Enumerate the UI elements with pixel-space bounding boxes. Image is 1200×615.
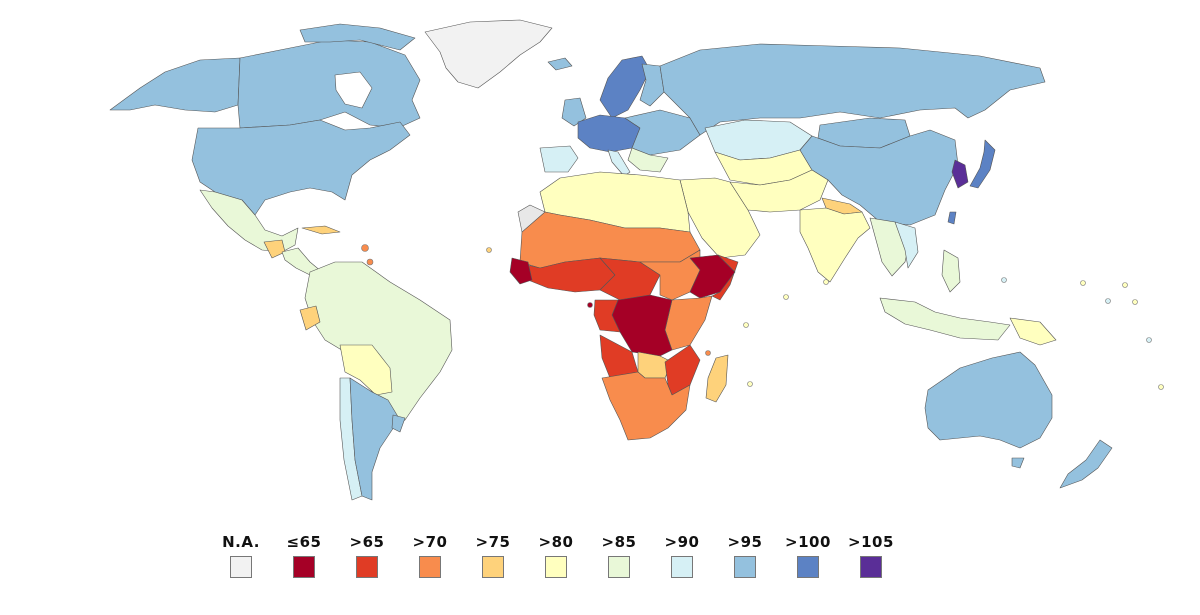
region-canada <box>237 39 421 129</box>
region-new-zealand <box>1059 439 1113 489</box>
region-india <box>799 207 871 283</box>
legend-item: >70 <box>405 528 455 578</box>
region-indian-ocean-islands <box>747 381 753 387</box>
region-madagascar <box>705 354 729 403</box>
region-pacific-islands <box>1146 337 1152 343</box>
legend-label: >65 <box>349 533 385 551</box>
region-bolivia-paraguay <box>339 344 393 396</box>
region-taiwan <box>947 211 957 225</box>
region-pacific-islands <box>1132 299 1138 305</box>
legend-label: >75 <box>475 533 511 551</box>
region-indian-ocean-islands <box>743 322 749 328</box>
region-philippines <box>941 249 961 293</box>
region-gabon-congo <box>593 299 621 333</box>
legend-label: N.A. <box>222 533 260 551</box>
legend: N.A. ≤65 >65 >70 >75 >80 >85 >90 >95 >100 >105 <box>0 528 1200 588</box>
legend-item: >100 <box>783 528 833 578</box>
region-sierra-leone <box>509 257 533 285</box>
region-korea <box>951 159 969 189</box>
legend-swatch <box>356 556 378 578</box>
legend-item: ≤65 <box>279 528 329 578</box>
region-mexico <box>199 189 299 253</box>
legend-item: >95 <box>720 528 770 578</box>
legend-label: ≤65 <box>286 533 322 551</box>
region-east-africa <box>664 295 713 351</box>
region-argentina <box>349 377 401 501</box>
region-indian-ocean-islands <box>783 294 789 300</box>
legend-swatch <box>293 556 315 578</box>
region-pacific-islands <box>1080 280 1086 286</box>
legend-swatch <box>734 556 756 578</box>
region-uruguay <box>391 414 406 433</box>
legend-label: >105 <box>848 533 894 551</box>
region-greenland <box>424 19 553 89</box>
legend-swatch <box>797 556 819 578</box>
region-somalia <box>711 254 739 301</box>
region-papua <box>1009 317 1057 346</box>
region-vietnam <box>894 221 919 269</box>
legend-item: >85 <box>594 528 644 578</box>
legend-label: >95 <box>727 533 763 551</box>
region-canada-islands <box>299 23 416 51</box>
legend-swatch <box>671 556 693 578</box>
legend-item: >75 <box>468 528 518 578</box>
region-caribbean-cuba <box>301 225 341 235</box>
legend-swatch <box>608 556 630 578</box>
region-atlantic-islands <box>587 302 593 308</box>
legend-swatch <box>860 556 882 578</box>
region-iceland <box>547 57 573 71</box>
legend-swatch <box>545 556 567 578</box>
region-alaska <box>109 57 241 113</box>
region-italy <box>607 149 631 177</box>
region-iran-pakistan <box>729 169 829 213</box>
region-pacific-islands <box>1158 384 1164 390</box>
region-indian-ocean-islands <box>823 279 829 285</box>
region-japan <box>969 139 996 189</box>
region-indian-ocean-islands <box>705 350 711 356</box>
legend-item: >65 <box>342 528 392 578</box>
region-iberia <box>539 145 579 173</box>
region-caribbean-islands <box>366 258 374 266</box>
legend-label: >90 <box>664 533 700 551</box>
region-pacific-islands <box>1001 277 1007 283</box>
region-southern-africa <box>601 371 691 441</box>
region-mozambique <box>664 344 701 396</box>
legend-swatch <box>419 556 441 578</box>
region-ecuador <box>299 305 321 331</box>
legend-label: >100 <box>785 533 831 551</box>
region-indonesia <box>879 297 1011 341</box>
region-pacific-islands <box>1122 282 1128 288</box>
region-hudson-bay <box>334 71 373 109</box>
region-caribbean-islands <box>361 244 369 252</box>
legend-label: >80 <box>538 533 574 551</box>
legend-swatch <box>230 556 252 578</box>
region-balkans <box>627 147 669 173</box>
region-south-america <box>304 261 453 429</box>
region-tasmania <box>1011 457 1025 469</box>
legend-item: N.A. <box>216 528 266 578</box>
legend-item: >80 <box>531 528 581 578</box>
legend-swatch <box>482 556 504 578</box>
region-australia <box>924 351 1053 449</box>
region-pacific-islands <box>1105 298 1111 304</box>
region-atlantic-islands <box>486 247 492 253</box>
region-europe-east <box>624 109 701 156</box>
legend-item: >90 <box>657 528 707 578</box>
legend-label: >70 <box>412 533 448 551</box>
legend-label: >85 <box>601 533 637 551</box>
legend-item: >105 <box>846 528 896 578</box>
